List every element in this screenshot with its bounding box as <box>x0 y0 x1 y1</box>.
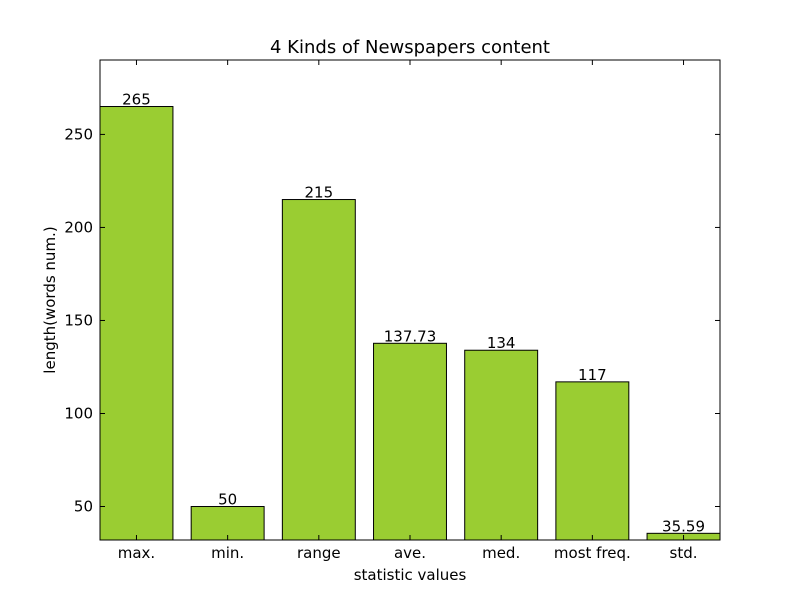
data-label: 137.73 <box>384 327 437 345</box>
y-tick-label: 100 <box>64 404 93 422</box>
x-tick-label: range <box>297 544 341 562</box>
x-axis-label: statistic values <box>354 566 467 584</box>
y-tick-label: 50 <box>74 498 93 516</box>
bar <box>99 106 174 541</box>
plot-area: 265 50 215 137.73 134 117 35.59 max. min. range av… <box>64 59 721 562</box>
y-tick-label: 250 <box>64 125 93 143</box>
x-tick-label: med. <box>482 544 520 562</box>
data-label: 265 <box>122 91 151 109</box>
x-tick-label: ave. <box>394 544 426 562</box>
y-tick-label: 200 <box>64 218 93 236</box>
x-tick-label: max. <box>118 544 155 562</box>
bar <box>281 199 356 541</box>
bar <box>555 381 630 541</box>
y-axis-label: length(words num.) <box>41 226 59 373</box>
data-label: 215 <box>305 184 334 202</box>
data-label: 117 <box>578 366 607 384</box>
data-label: 35.59 <box>662 517 705 535</box>
y-tick-label: 150 <box>64 311 93 329</box>
x-tick-label: min. <box>211 544 244 562</box>
x-tick-label: std. <box>670 544 698 562</box>
bar <box>190 506 265 541</box>
data-label: 134 <box>487 334 516 352</box>
bar <box>373 342 447 541</box>
data-label: 50 <box>218 491 237 509</box>
chart-title: 4 Kinds of Newspapers content <box>270 37 550 58</box>
x-tick-label: most freq. <box>554 544 631 562</box>
bar <box>464 349 539 541</box>
